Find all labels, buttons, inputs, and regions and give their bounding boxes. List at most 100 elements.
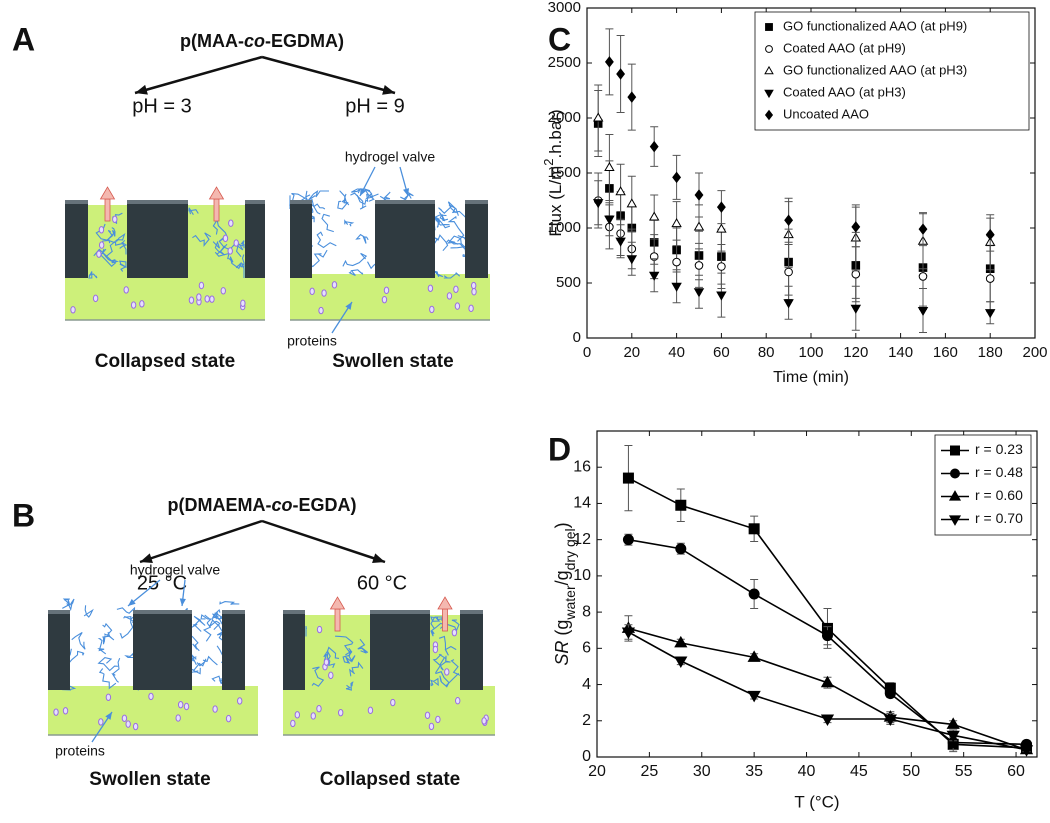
hydrogel-chain [443,619,460,632]
protein [209,295,215,303]
condition-label: 60 °C [357,572,407,594]
hydrogel-chain [307,190,329,201]
hydrogel-chain [97,637,107,655]
y-label-part: water [562,585,578,621]
x-tick-label: 20 [588,763,606,780]
data-point [784,267,793,277]
pore-wall [222,613,245,690]
data-point [783,299,794,309]
pore-wall [283,613,305,690]
data-point [592,199,604,209]
data-point [694,189,704,201]
data-point [627,91,637,103]
pore-wall-top [290,200,312,204]
condition-label: pH = 9 [345,95,404,117]
y-tick-label: 6 [582,640,591,657]
pore-wall [460,613,483,690]
protein [183,702,190,711]
protein [328,671,334,680]
arrow-head [360,188,367,196]
x-tick-label: 55 [955,763,973,780]
y-label-part: dry gel [562,528,578,570]
data-point [1019,745,1034,757]
data-point [820,714,835,726]
data-point [884,688,896,700]
protein [130,301,137,309]
x-tick-label: 140 [888,344,913,361]
pore-wall [465,203,488,278]
hydrogel-chain [345,681,355,691]
protein [98,718,104,726]
protein [455,697,461,705]
legend-label: Coated AAO (at pH3) [783,84,906,99]
data-point [672,171,682,184]
protein [53,708,59,716]
data-point [604,215,615,225]
protein [212,705,218,713]
x-tick-label: 200 [1022,344,1047,361]
x-tick-label: 50 [902,763,920,780]
protein [367,706,374,715]
pore-wall-top [222,610,245,614]
protein [383,286,390,295]
hydrogel-chain [238,254,245,268]
hydrogel-chain [97,656,118,672]
hydrogel-chain [235,240,245,258]
hydrogel-chain [430,677,439,687]
y-tick-label: 1500 [548,164,581,181]
protein [227,247,233,255]
legend-marker [764,65,774,75]
protein [121,714,128,723]
data-point [626,255,638,265]
data-point [626,198,638,208]
data-point [747,690,761,703]
pore-wall-top [127,200,188,204]
data-point [672,257,681,267]
pore-wall [245,203,265,278]
pore-wall-top [370,610,430,614]
pore-wall [290,203,312,278]
protein [435,715,441,724]
protein [139,300,145,308]
data-point [917,306,929,317]
protein [92,294,99,303]
hydrogel-chain [200,608,221,620]
hydrogel-chain [364,188,375,202]
data-point [918,223,928,235]
protein [309,287,315,296]
hydrogel-chain [111,657,121,683]
y-tick-label: 10 [573,567,591,584]
data-point [693,288,705,298]
x-tick-label: 180 [978,344,1003,361]
y-label-part: Flux (L/m [546,166,565,237]
hydrogel-chain [203,614,212,642]
legend-label: r = 0.48 [975,464,1023,480]
hydrogel-chain [432,653,445,671]
hydrogel-chain [348,269,364,276]
hydrogel-chain [445,659,461,687]
protein [427,284,434,293]
hydrogel-chain [305,190,326,210]
hydrogel-chain [446,235,468,250]
protein [321,289,327,297]
legend-marker [950,468,960,479]
state-label: Swollen state [332,351,453,372]
protein [444,668,450,676]
protein [196,293,202,301]
legend-label: GO functionalized AAO (at pH3) [783,62,967,77]
y-axis-label: SR (gwater/gdry gel) [552,522,578,665]
title-part: -EGDA) [293,495,357,515]
data-point [622,534,634,546]
protein [240,299,246,307]
data-point [622,472,634,484]
hydrogel-chain [438,204,459,216]
hydrogel-chain [335,635,354,653]
hydrogel-chain [447,215,465,242]
protein [390,698,396,707]
flow-arrow-head [99,186,116,200]
arrow [261,519,386,564]
protein [123,286,129,294]
protein [148,692,154,701]
hydrogel-chain [119,241,128,255]
hydrogel-chain [196,655,218,667]
